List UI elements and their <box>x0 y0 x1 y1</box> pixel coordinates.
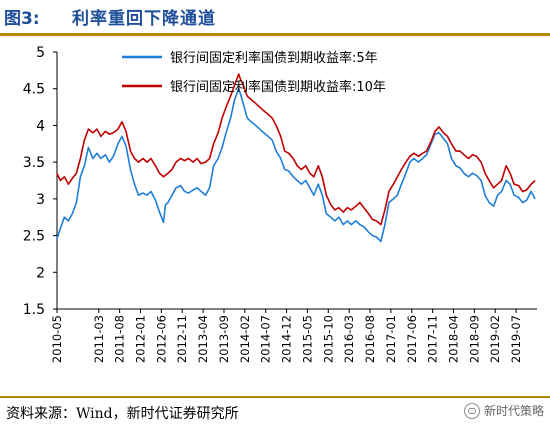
source-note: 资料来源：Wind，新时代证券研究所 <box>6 406 239 422</box>
x-tick-label: 2013-09 <box>217 315 231 363</box>
x-tick-label: 2017-01 <box>384 315 398 363</box>
x-tick-label: 2014-02 <box>238 315 252 363</box>
source-footer: 资料来源：Wind，新时代证券研究所 新时代策略 <box>0 396 550 427</box>
x-tick-label: 2018-04 <box>447 315 461 363</box>
yield-line-chart: 54.543.532.521.5 2010-05 2011-03 2011-08 20… <box>23 45 537 363</box>
plot-frame <box>56 52 537 310</box>
x-tick-label: 2017-06 <box>405 315 419 363</box>
series-line-10y <box>56 73 536 226</box>
x-tick-label: 2012-11 <box>175 315 189 363</box>
watermark-text: 新时代策略 <box>483 404 544 418</box>
x-tick-label: 2014-07 <box>259 315 273 363</box>
x-tick-label: 2010-05 <box>50 315 64 363</box>
x-tick-label: 2015-10 <box>321 315 335 363</box>
y-tick-label: 3.5 <box>23 155 45 171</box>
x-tick-label: 2012-01 <box>133 315 147 363</box>
x-tick-label: 2016-08 <box>363 315 377 363</box>
x-tick-label: 2012-06 <box>154 315 168 363</box>
series-line-5y <box>56 87 536 243</box>
x-tick-label: 2017-11 <box>426 315 440 363</box>
x-tick-label: 2019-02 <box>488 315 502 363</box>
x-axis: 2010-05 2011-03 2011-08 2012-01 2012-06 2012-… <box>50 309 523 363</box>
y-tick-label: 2.5 <box>23 229 45 245</box>
figure-title: 利率重回下降通道 <box>72 9 216 29</box>
x-tick-label: 2019-07 <box>509 315 523 363</box>
wechat-icon <box>463 402 480 419</box>
figure-label: 图3: <box>4 9 40 29</box>
legend-label-10y: 银行间固定利率国债到期收益率:10年 <box>170 79 386 95</box>
y-tick-label: 4.5 <box>23 82 45 98</box>
x-tick-label: 2015-05 <box>300 315 314 363</box>
y-axis: 5 4.5 4 3.5 3 2.5 2 1.5 <box>23 45 57 318</box>
y-tick-label: 2 <box>36 265 45 281</box>
x-tick-label: 2014-12 <box>280 315 294 363</box>
x-tick-label: 2018-09 <box>467 315 481 363</box>
figure-header: 图3: 利率重回下降通道 <box>0 0 550 36</box>
x-tick-label: 2011-03 <box>92 315 106 363</box>
legend-label-5y: 银行间固定利率国债到期收益率:5年 <box>170 50 378 66</box>
x-tick-label: 2016-03 <box>342 315 356 363</box>
x-tick-label: 2013-04 <box>196 315 210 363</box>
y-tick-label: 3 <box>36 192 45 208</box>
watermark: 新时代策略 <box>463 402 544 419</box>
y-tick-label: 5 <box>36 45 45 61</box>
y-tick-label: 1.5 <box>23 302 45 318</box>
y-tick-label: 4 <box>36 118 45 134</box>
series-layer <box>56 73 536 243</box>
x-tick-label: 2011-08 <box>113 315 127 363</box>
